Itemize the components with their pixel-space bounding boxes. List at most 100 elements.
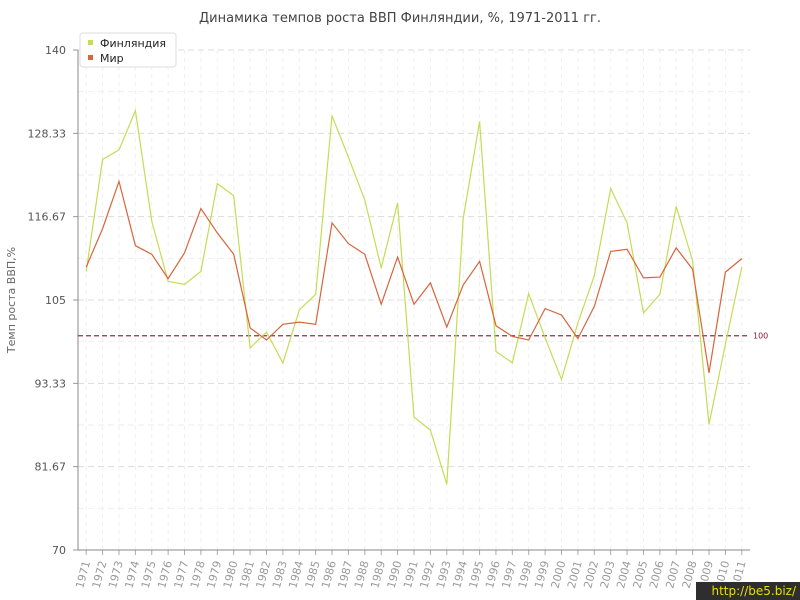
data-point[interactable]: [542, 306, 548, 312]
data-point[interactable]: [427, 427, 433, 433]
data-point[interactable]: [526, 291, 532, 297]
data-point[interactable]: [608, 248, 614, 254]
data-point[interactable]: [591, 303, 597, 309]
data-point[interactable]: [378, 265, 384, 271]
legend-item-world[interactable]: Мир: [100, 52, 124, 65]
data-point[interactable]: [640, 310, 646, 316]
data-point[interactable]: [673, 203, 679, 209]
data-point[interactable]: [722, 341, 728, 347]
data-point[interactable]: [182, 250, 188, 256]
data-point[interactable]: [345, 154, 351, 160]
data-point[interactable]: [231, 251, 237, 257]
data-point[interactable]: [657, 291, 663, 297]
data-point[interactable]: [263, 329, 269, 335]
data-point[interactable]: [559, 376, 565, 382]
data-point[interactable]: [149, 218, 155, 224]
data-point[interactable]: [214, 181, 220, 187]
data-point[interactable]: [739, 264, 745, 270]
data-point[interactable]: [313, 321, 319, 327]
data-point[interactable]: [575, 336, 581, 342]
data-point[interactable]: [493, 323, 499, 329]
data-point[interactable]: [460, 216, 466, 222]
legend-box: [79, 32, 177, 68]
data-point[interactable]: [739, 256, 745, 262]
data-point[interactable]: [624, 246, 630, 252]
grid: [78, 49, 750, 551]
data-point[interactable]: [280, 360, 286, 366]
data-point[interactable]: [198, 268, 204, 274]
data-point[interactable]: [100, 156, 106, 162]
data-point[interactable]: [296, 307, 302, 313]
data-point[interactable]: [690, 258, 696, 264]
data-point[interactable]: [329, 113, 335, 119]
data-point[interactable]: [542, 335, 548, 341]
data-point[interactable]: [198, 206, 204, 212]
data-point[interactable]: [296, 319, 302, 325]
series-line: [85, 108, 743, 485]
data-point[interactable]: [722, 269, 728, 275]
data-point[interactable]: [214, 230, 220, 236]
legend[interactable]: Финляндия Мир: [79, 32, 177, 68]
watermark[interactable]: http://be5.biz/: [696, 582, 800, 600]
data-point[interactable]: [690, 266, 696, 272]
data-point[interactable]: [706, 370, 712, 376]
data-point[interactable]: [83, 264, 89, 270]
data-point[interactable]: [132, 108, 138, 114]
data-point[interactable]: [673, 245, 679, 251]
data-point[interactable]: [231, 193, 237, 199]
data-point[interactable]: [116, 178, 122, 184]
y-tick-label: 105: [45, 294, 66, 307]
chart-title: Динамика темпов роста ВВП Финляндии, %, …: [199, 11, 601, 26]
data-point[interactable]: [624, 220, 630, 226]
data-point[interactable]: [100, 226, 106, 232]
data-point[interactable]: [182, 281, 188, 287]
data-point[interactable]: [165, 276, 171, 282]
data-point[interactable]: [608, 186, 614, 192]
data-point[interactable]: [706, 421, 712, 427]
data-point[interactable]: [477, 118, 483, 124]
data-point[interactable]: [493, 348, 499, 354]
data-point[interactable]: [444, 324, 450, 330]
data-point[interactable]: [263, 337, 269, 343]
data-point[interactable]: [657, 274, 663, 280]
data-point[interactable]: [149, 251, 155, 257]
series-line: [85, 179, 743, 373]
y-tick-label: 140: [45, 44, 66, 57]
data-point[interactable]: [559, 312, 565, 318]
data-point[interactable]: [395, 200, 401, 206]
data-point[interactable]: [427, 280, 433, 286]
data-point[interactable]: [247, 345, 253, 351]
data-point[interactable]: [329, 220, 335, 226]
data-point[interactable]: [526, 337, 532, 343]
data-point[interactable]: [378, 301, 384, 307]
data-point[interactable]: [116, 147, 122, 153]
data-point[interactable]: [640, 275, 646, 281]
data-point[interactable]: [362, 251, 368, 257]
data-point[interactable]: [247, 325, 253, 331]
data-point[interactable]: [591, 273, 597, 279]
y-tick-label: 81.67: [35, 461, 67, 474]
data-point[interactable]: [509, 360, 515, 366]
series-finland: [85, 108, 745, 487]
data-point[interactable]: [280, 321, 286, 327]
data-point[interactable]: [444, 481, 450, 487]
data-point[interactable]: [411, 301, 417, 307]
legend-item-finland[interactable]: Финляндия: [100, 37, 166, 50]
data-point[interactable]: [509, 333, 515, 339]
data-point[interactable]: [132, 243, 138, 249]
reference-line-group: 100: [78, 332, 768, 341]
data-point[interactable]: [313, 291, 319, 297]
x-tick-labels: 1971197219731974197519761977197819791980…: [73, 559, 748, 589]
data-point[interactable]: [477, 258, 483, 264]
data-point[interactable]: [395, 254, 401, 260]
y-tick-labels: 140 128.33 116.67 105 93.33 81.67 70: [28, 44, 67, 557]
data-point[interactable]: [411, 414, 417, 420]
data-point[interactable]: [575, 320, 581, 326]
y-tick-label: 116.67: [28, 211, 67, 224]
data-point[interactable]: [362, 197, 368, 203]
reference-line-label: 100: [753, 332, 768, 341]
y-tick-label: 128.33: [28, 127, 67, 140]
data-point[interactable]: [345, 241, 351, 247]
data-point[interactable]: [460, 282, 466, 288]
